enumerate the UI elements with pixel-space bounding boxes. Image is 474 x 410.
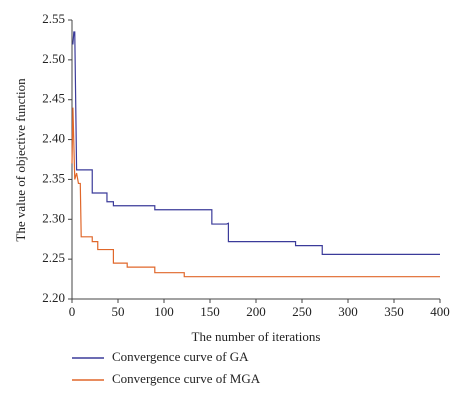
y-tick-label: 2.55 [42, 11, 65, 26]
x-axis-label: The number of iterations [192, 329, 321, 344]
series-line [72, 31, 440, 255]
y-axis-label: The value of objective function [13, 78, 28, 242]
x-tick-label: 250 [292, 304, 312, 319]
y-tick-label: 2.35 [42, 170, 65, 185]
x-tick-label: 50 [112, 304, 125, 319]
y-tick-label: 2.20 [42, 290, 65, 305]
x-tick-label: 350 [384, 304, 404, 319]
x-tick-label: 0 [69, 304, 76, 319]
x-tick-label: 100 [154, 304, 174, 319]
series-line [71, 107, 440, 278]
x-tick-label: 150 [200, 304, 220, 319]
y-tick-label: 2.45 [42, 91, 65, 106]
legend-label: Convergence curve of GA [112, 349, 249, 364]
x-tick-label: 400 [430, 304, 450, 319]
y-tick-label: 2.30 [42, 210, 65, 225]
y-tick-label: 2.25 [42, 250, 65, 265]
x-tick-label: 300 [338, 304, 358, 319]
y-tick-label: 2.40 [42, 131, 65, 146]
legend-label: Convergence curve of MGA [112, 371, 261, 386]
x-tick-label: 200 [246, 304, 266, 319]
y-tick-label: 2.50 [42, 51, 65, 66]
